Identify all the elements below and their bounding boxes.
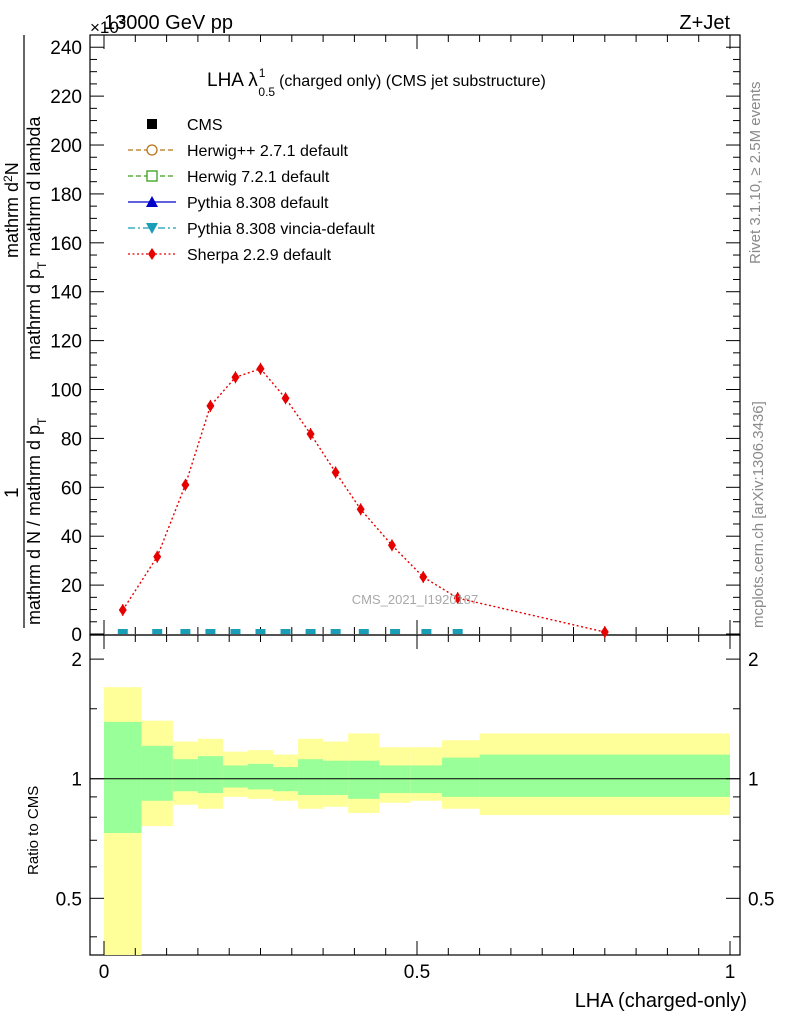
ratio-x-axis: 0 0.5 1	[99, 635, 736, 983]
mc-marker	[180, 629, 191, 634]
sherpa-point	[306, 428, 315, 441]
ratio-band-inner	[410, 765, 443, 794]
main-x-axis	[103, 35, 731, 634]
legend-label: Herwig 7.2.1 default	[187, 169, 330, 186]
side-rivet-label: Rivet 3.1.10, ≥ 2.5M events	[747, 82, 764, 265]
ratio-band-inner	[379, 765, 411, 794]
svg-text:mathrm d pT mathrm d lambda: mathrm d pT mathrm d lambda	[24, 116, 49, 360]
sherpa-point	[453, 592, 462, 605]
y-tick-label: 180	[50, 185, 82, 206]
ratio-bands	[104, 687, 730, 955]
sherpa-point	[206, 399, 215, 412]
legend-marker-circle	[146, 144, 158, 156]
ratio-band-inner	[298, 759, 324, 795]
ratio-y-axis: 0.5 0.5 1 1 2 2	[56, 650, 774, 938]
ratio-y-axis-label: Ratio to CMS	[25, 786, 42, 875]
legend-label: Pythia 8.308 vincia-default	[187, 221, 375, 238]
ratio-band-inner	[323, 760, 349, 795]
x-tick-label: 0.5	[404, 962, 430, 983]
legend-label: Sherpa 2.2.9 default	[187, 247, 332, 264]
legend: CMS Herwig++ 2.7.1 default Herwig 7.2.1 de…	[128, 117, 375, 264]
ratio-band-inner	[479, 754, 730, 797]
x-tick-label: 1	[725, 962, 736, 983]
y-tick-label: 40	[61, 527, 82, 548]
y-tick-label: 100	[50, 381, 82, 402]
mc-marker	[452, 629, 463, 634]
x-axis-label: LHA (charged-only)	[575, 990, 747, 1012]
side-mcplots-label: mcplots.cern.ch [arXiv:1306.3436]	[750, 401, 767, 628]
y-tick-label: 60	[61, 478, 82, 499]
legend-marker-triangle-down	[146, 223, 158, 234]
ratio-band-inner	[104, 721, 142, 834]
mc-marker	[421, 629, 432, 634]
ratio-band-inner	[172, 759, 198, 792]
svg-text:mathrm d N / mathrm d pT: mathrm d N / mathrm d pT	[24, 417, 49, 625]
mc-marker	[330, 629, 341, 634]
mc-marker	[152, 629, 163, 634]
svg-text:mathrm d2N: mathrm d2N	[1, 162, 22, 258]
sherpa-point	[256, 362, 265, 375]
sherpa-point	[419, 571, 428, 584]
y-tick-label: 220	[50, 87, 82, 108]
sherpa-point	[118, 604, 127, 617]
ratio-band-inner	[222, 765, 248, 788]
y-tick-label: 240	[50, 38, 82, 59]
mc-marker	[230, 629, 241, 634]
sherpa-point	[356, 503, 365, 516]
sherpa-point	[387, 539, 396, 552]
sherpa-point	[153, 550, 162, 563]
ratio-y-tick-label: 2	[71, 650, 82, 671]
main-y-axis: 0 20 40 60 80 100 120 140 160 180 200 220 240	[50, 38, 740, 646]
ratio-band-inner	[348, 760, 380, 799]
mc-markers	[117, 629, 463, 634]
y-tick-label: 140	[50, 283, 82, 304]
mc-marker	[390, 629, 401, 634]
sherpa-point	[331, 466, 340, 479]
plot-title: LHA λ1 0.5(charged only) (CMS jet substru…	[207, 66, 546, 99]
header-exponent: ×103	[90, 12, 126, 37]
legend-marker-triangle-up	[146, 196, 158, 207]
legend-label: Pythia 8.308 default	[187, 195, 329, 212]
y-tick-label: 120	[50, 332, 82, 353]
header-right: Z+Jet	[679, 12, 730, 34]
sherpa-point	[281, 392, 290, 405]
legend-marker-open-square	[146, 170, 158, 182]
ratio-y-tick-label-right: 1	[748, 770, 759, 791]
mc-marker	[358, 629, 369, 634]
main-y-axis-label: mathrm d N / mathrm d pT 1 mathrm d2N ma…	[1, 35, 49, 628]
legend-marker-square	[147, 119, 157, 129]
ratio-y-tick-label-right: 2	[748, 650, 759, 671]
sherpa-series	[118, 362, 609, 639]
y-tick-label: 0	[71, 625, 82, 646]
header-left: 13000 GeV pp	[104, 12, 233, 34]
svg-text:1: 1	[2, 487, 23, 498]
legend-marker-diamond	[148, 248, 156, 260]
x-tick-label: 0	[99, 962, 110, 983]
sherpa-line	[122, 367, 605, 633]
y-tick-label: 200	[50, 136, 82, 157]
watermark: CMS_2021_I1920187	[352, 592, 479, 607]
legend-label: CMS	[187, 117, 223, 134]
ratio-y-tick-label-right: 0.5	[748, 889, 774, 910]
mc-marker	[255, 629, 266, 634]
mc-marker	[280, 629, 291, 634]
ratio-band-inner	[141, 745, 173, 801]
ratio-band-inner	[442, 757, 480, 797]
legend-label: Herwig++ 2.7.1 default	[187, 143, 349, 160]
mc-marker	[117, 629, 128, 634]
ratio-band-inner	[197, 756, 223, 794]
y-tick-label: 160	[50, 234, 82, 255]
y-tick-label: 20	[61, 576, 82, 597]
ratio-panel-frame	[89, 634, 741, 956]
y-tick-label: 80	[61, 429, 82, 450]
sherpa-point	[181, 478, 190, 491]
mc-marker	[305, 629, 316, 634]
mc-marker	[205, 629, 216, 634]
ratio-y-tick-label: 0.5	[56, 889, 82, 910]
sherpa-point	[600, 626, 609, 639]
ratio-y-tick-label: 1	[71, 770, 82, 791]
sherpa-point	[231, 371, 240, 384]
ratio-band-inner	[247, 763, 274, 790]
